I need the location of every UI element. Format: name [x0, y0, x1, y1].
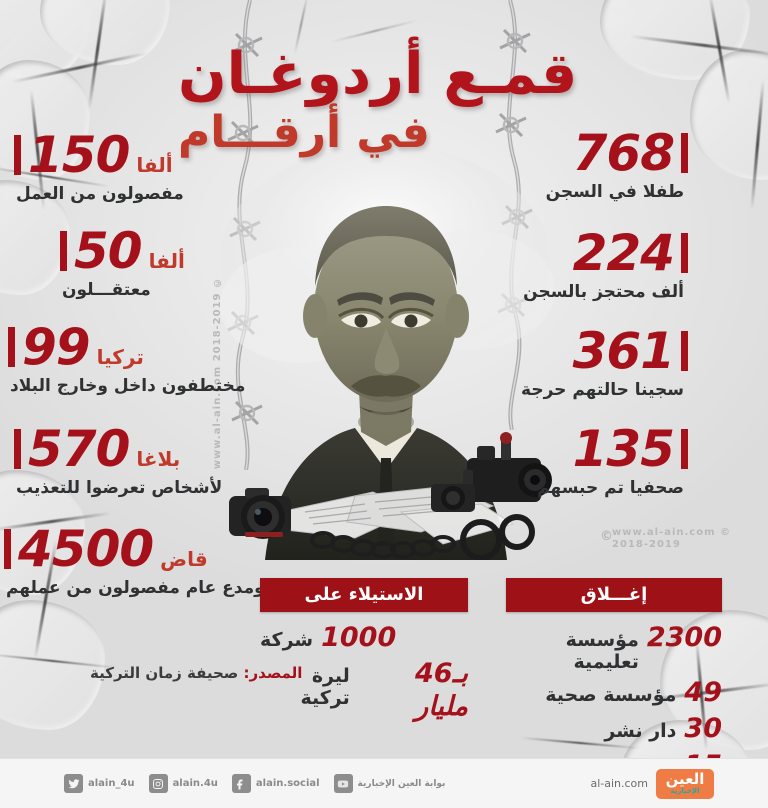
logo-sub-text: الإخبارية: [670, 787, 700, 795]
panel-seizure-title: الاستيلاء على: [260, 578, 468, 612]
page-title: قمـع أردوغـان في أرقـــام: [178, 41, 578, 158]
stat-number: 99: [22, 318, 91, 376]
social-youtube[interactable]: بوابة العين الإخبارية: [333, 774, 446, 793]
row-number: 1000: [321, 622, 397, 653]
camera-center: [431, 484, 475, 512]
panel-seizure-rows: 1000 شركة بـ46 مليار ليرة تركية: [260, 622, 468, 723]
twitter-icon: [64, 774, 83, 793]
row-text: دار نشر: [604, 720, 677, 743]
handcuffs: [460, 514, 535, 560]
stat-children-in-prison: 768 طفلا في السجن: [546, 128, 688, 203]
panel-row: 30 دار نشر: [506, 713, 722, 745]
source-label: المصدر:: [243, 664, 303, 682]
stat-number: 224: [572, 224, 675, 282]
stat-detained: ألفا 50 معتقـــلون: [60, 226, 185, 301]
accent-bar: [60, 231, 67, 271]
panel-closure-title: إغـــلاق: [506, 578, 722, 612]
stat-unit: ألفا: [148, 249, 185, 273]
row-text: مؤسسة صحية: [545, 684, 677, 706]
stat-critical-prisoners: 361 سجينا حالتهم حرجة: [521, 326, 688, 401]
youtube-icon: [333, 774, 353, 793]
panel-row: 1000 شركة: [260, 622, 468, 654]
stat-number: 4500: [18, 520, 154, 578]
panel-seizure: الاستيلاء على 1000 شركة بـ46 مليار ليرة …: [260, 578, 468, 727]
accent-bar: [681, 331, 688, 371]
stat-number: 768: [572, 124, 675, 182]
accent-bar: [14, 135, 21, 175]
brand-block[interactable]: al-ain.com العين الإخبارية: [590, 768, 754, 799]
stat-dismissed-judges: قاض 4500 ومدع عام مفصولون من عملهم: [4, 524, 265, 599]
social-handle: alain_4u: [88, 778, 135, 789]
stat-torture-reports: بلاغا 570 لأشخاص تعرضوا للتعذيب: [14, 424, 222, 499]
panel-row: 49 مؤسسة صحية: [506, 677, 722, 709]
accent-bar: [681, 233, 688, 273]
source-credit: المصدر: صحيفة زمان التركية: [90, 664, 302, 682]
row-number: 2300: [646, 622, 722, 653]
stat-number: 570: [28, 420, 130, 478]
stat-unit: قاض: [160, 547, 208, 571]
al-ain-logo[interactable]: العين الإخبارية: [656, 768, 714, 799]
copyright-symbol-mid-right: ©: [600, 529, 614, 544]
stat-description: طفلا في السجن: [545, 182, 684, 202]
row-text: شركة: [260, 629, 314, 651]
social-handle: alain.social: [255, 778, 320, 789]
chain: [310, 531, 456, 559]
headline-line-1: قمـع أردوغـان: [178, 41, 578, 107]
stat-description: سجينا حالتهم حرجة: [521, 380, 684, 400]
row-number: 30: [684, 713, 722, 745]
accent-bar: [681, 429, 688, 469]
row-text: ليرة تركية: [300, 665, 350, 710]
row-number: بـ46 مليار: [414, 658, 468, 722]
panel-closure: إغـــلاق 2300 مؤسسة تعليمية 49 مؤسسة صحي…: [506, 578, 722, 786]
stat-number: 50: [74, 222, 143, 280]
stat-jailed-journalists: 135 صحفيا تم حبسهم: [537, 424, 688, 499]
accent-bar: [8, 327, 15, 367]
website-url: al-ain.com: [590, 777, 648, 790]
erdogan-portrait-montage: [220, 145, 555, 560]
row-number: 49: [684, 677, 722, 708]
stat-description: مختطفون داخل وخارج البلاد: [10, 376, 246, 396]
row-text: مؤسسة تعليمية: [565, 629, 639, 673]
stat-dismissed-from-work: ألفا 150 مفصولون من العمل: [14, 130, 184, 205]
stat-detainees-in-prison: 224 ألف محتجز بالسجن: [523, 228, 688, 303]
accent-bar: [4, 529, 11, 569]
source-value: صحيفة زمان التركية: [90, 664, 239, 682]
stat-number: 361: [572, 322, 675, 380]
accent-bar: [14, 429, 21, 469]
social-facebook[interactable]: alain.social: [231, 774, 320, 793]
stat-abducted-turks: تركيا 99 مختطفون داخل وخارج البلاد: [8, 322, 245, 397]
stat-unit: ألفا: [136, 153, 173, 177]
social-handle: alain.4u: [172, 778, 218, 789]
stat-unit: تركيا: [96, 345, 144, 369]
headline-line-2: في أرقـــام: [178, 106, 430, 158]
social-twitter[interactable]: alain_4u: [64, 774, 135, 793]
panel-row: 2300 مؤسسة تعليمية: [506, 622, 722, 673]
stat-description: مفصولون من العمل: [16, 184, 184, 204]
social-links: alain_4u alain.4u alain.: [14, 774, 445, 793]
footer-bar: alain_4u alain.4u alain.: [0, 758, 768, 808]
watermark-mid-right-line2: 2018-2019: [612, 539, 681, 550]
stat-description: ومدع عام مفصولون من عملهم: [6, 578, 265, 598]
stat-description: لأشخاص تعرضوا للتعذيب: [16, 478, 223, 498]
social-instagram[interactable]: alain.4u: [148, 774, 218, 793]
facebook-icon: [231, 774, 251, 793]
instagram-icon: [148, 774, 168, 793]
accent-bar: [681, 133, 688, 173]
stat-description: معتقـــلون: [62, 280, 151, 300]
social-handle: بوابة العين الإخبارية: [357, 778, 446, 789]
stat-description: صحفيا تم حبسهم: [537, 478, 684, 498]
stat-number: 135: [572, 420, 675, 478]
stat-number: 150: [28, 126, 130, 184]
stat-unit: بلاغا: [136, 447, 181, 471]
watermark-mid-right-line1: © www.al-ain.com: [612, 527, 731, 538]
stat-description: ألف محتجز بالسجن: [523, 282, 684, 302]
logo-main-text: العين: [665, 770, 705, 788]
panel-row: بـ46 مليار ليرة تركية: [260, 658, 468, 723]
